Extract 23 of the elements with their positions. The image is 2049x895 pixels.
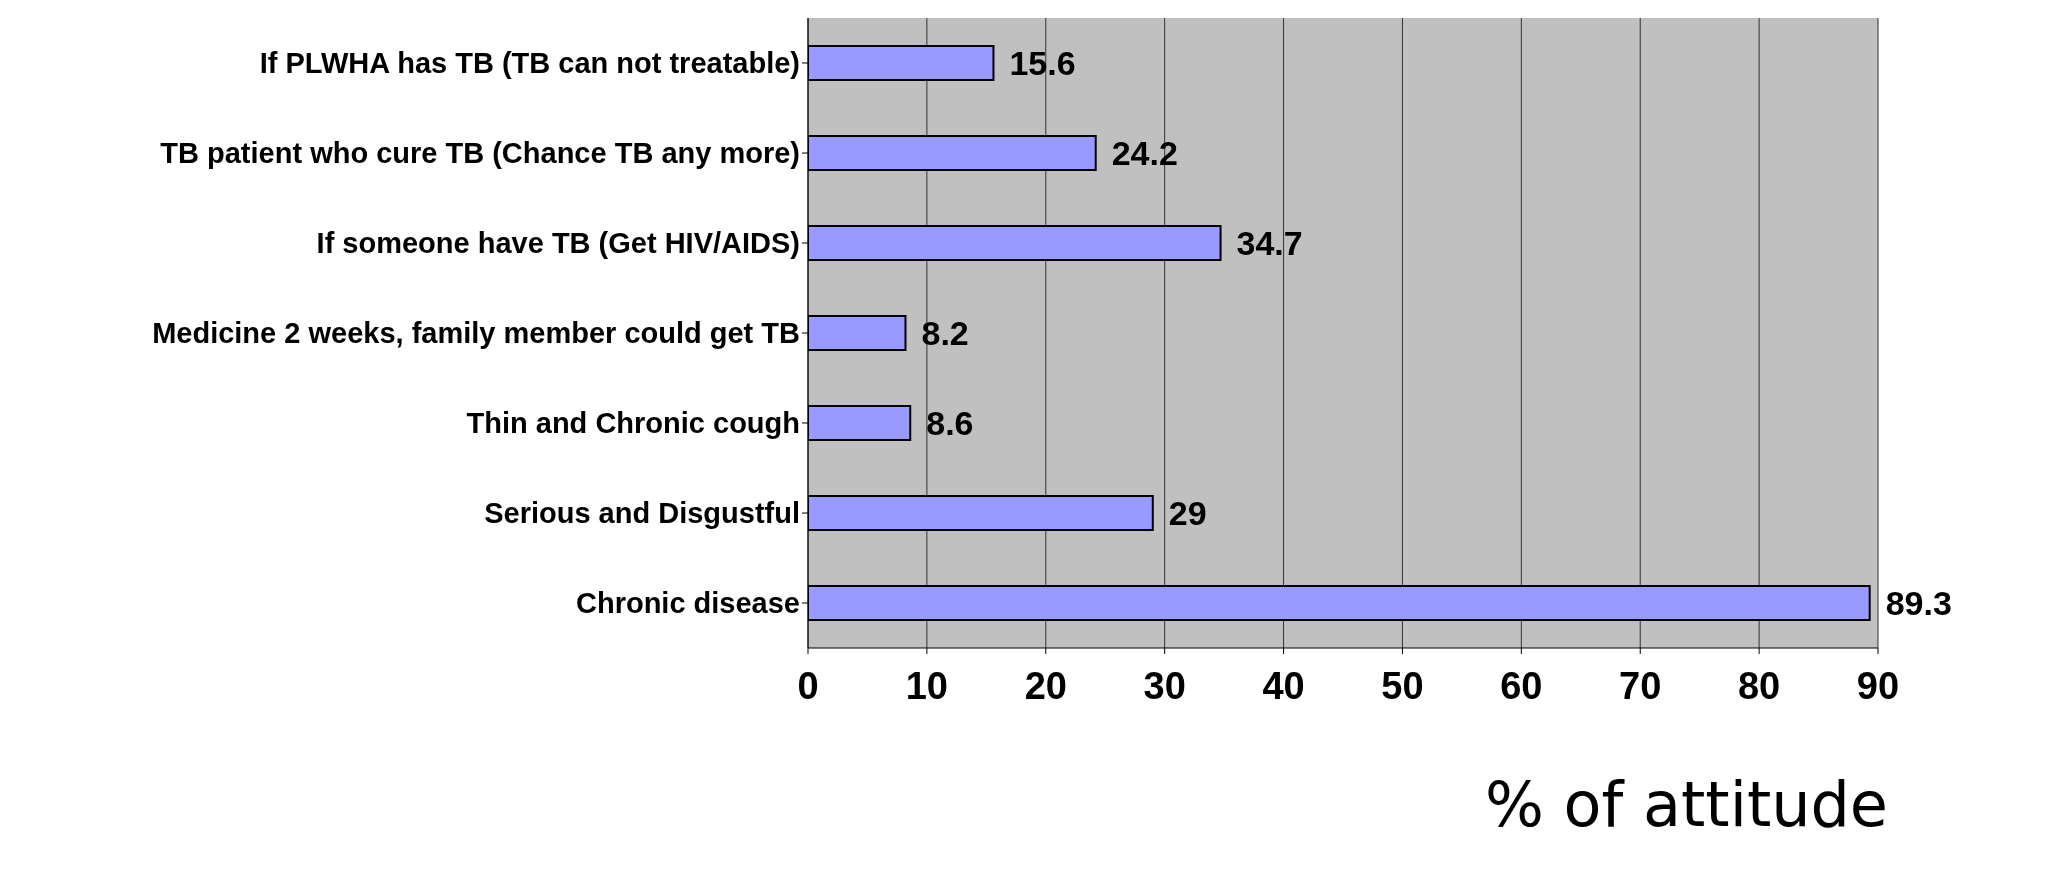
y-tick-label: If PLWHA has TB (TB can not treatable) bbox=[259, 47, 800, 80]
x-tick-label: 90 bbox=[1856, 664, 1900, 707]
data-label: 8.6 bbox=[926, 404, 974, 443]
data-label: 15.6 bbox=[1009, 44, 1076, 83]
y-tick-label: Chronic disease bbox=[575, 587, 800, 620]
x-tick-label: 20 bbox=[1024, 664, 1067, 707]
x-tick-label: 40 bbox=[1262, 664, 1305, 707]
x-tick-label: 60 bbox=[1500, 664, 1543, 707]
y-tick-label: TB patient who cure TB (Chance TB any more) bbox=[160, 137, 800, 170]
data-label: 8.2 bbox=[921, 314, 969, 353]
y-tick-label: If someone have TB (Get HIV/AIDS) bbox=[316, 227, 800, 260]
x-tick-label: 50 bbox=[1381, 664, 1424, 707]
data-label: 29 bbox=[1168, 494, 1207, 533]
x-axis-title: % of attitude bbox=[1484, 768, 1888, 841]
y-tick-label: Thin and Chronic cough bbox=[466, 407, 800, 440]
x-tick-label: 70 bbox=[1619, 664, 1662, 707]
y-tick-label: Serious and Disgustful bbox=[484, 497, 800, 530]
x-tick-label: 10 bbox=[905, 664, 949, 707]
x-tick-label: 80 bbox=[1737, 664, 1781, 707]
data-label: 89.3 bbox=[1885, 584, 1952, 623]
x-tick-label: 0 bbox=[797, 664, 819, 707]
y-tick-label: Medicine 2 weeks, family member could get TB bbox=[152, 317, 800, 350]
x-tick-label: 30 bbox=[1143, 664, 1186, 707]
